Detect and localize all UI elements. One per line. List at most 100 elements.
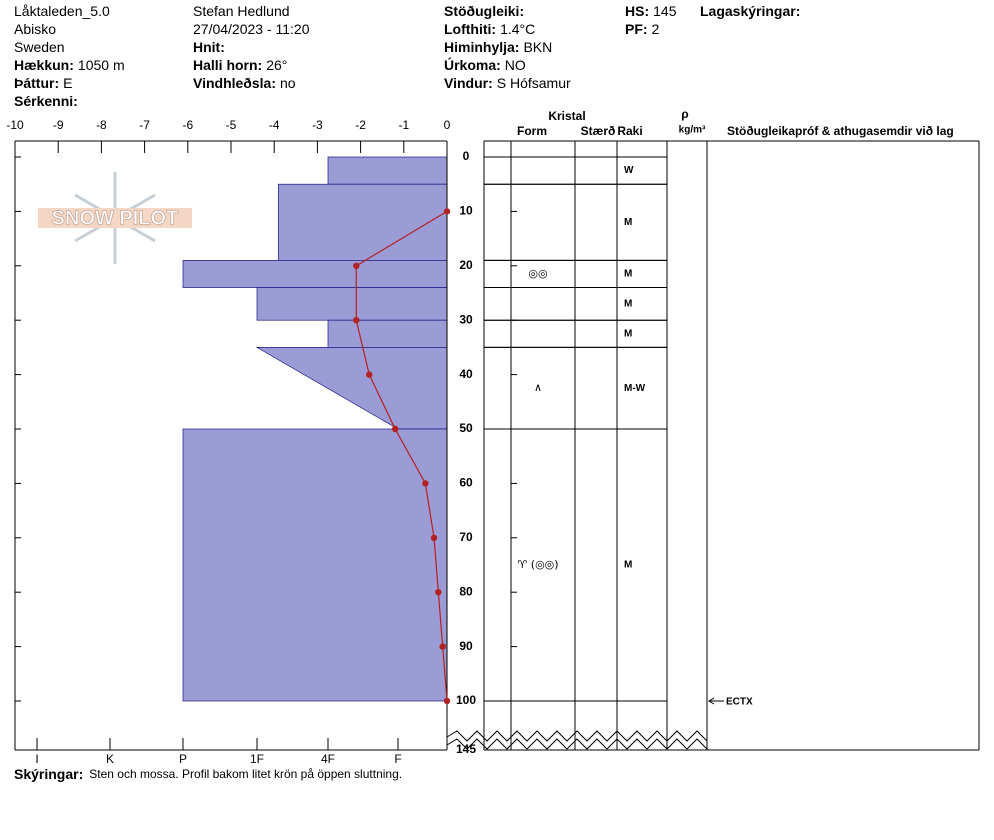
header-value: BKN <box>523 39 552 55</box>
header-field: Vindhleðsla: no <box>193 75 296 91</box>
logo-band <box>38 208 192 228</box>
header-label: Sérkenni: <box>14 93 78 109</box>
hardness-layer <box>182 428 448 702</box>
layer-form: ♈ (◎◎) <box>517 558 558 571</box>
temperature-point <box>366 371 373 378</box>
temperature-point <box>443 208 451 215</box>
y-tick-label: 30 <box>459 312 473 326</box>
header-field: Himinhylja: BKN <box>444 39 552 55</box>
y-tick-label: 10 <box>459 204 473 218</box>
header-label: Lofthiti: <box>444 21 496 37</box>
header-text: Låktaleden_5.0 <box>14 3 110 19</box>
layer-wetness: M <box>624 328 632 339</box>
logo-text: SNOW PILOT <box>52 207 179 229</box>
y-tick-label: 60 <box>459 476 473 490</box>
table-header: Stærð <box>581 124 616 138</box>
header-value: 26° <box>266 57 287 73</box>
header-field: Vindur: S Hófsamur <box>444 75 571 91</box>
header-field: Låktaleden_5.0 <box>14 3 110 19</box>
plot <box>182 156 448 702</box>
y-tick-label: 80 <box>459 584 473 598</box>
header-value: no <box>280 75 296 91</box>
header-value: 1.4°C <box>500 21 535 37</box>
temperature-point <box>443 697 451 705</box>
hardness-layer <box>327 319 448 348</box>
header-label: PF: <box>625 21 648 37</box>
table-header: Form <box>517 124 547 138</box>
header-label: Himinhylja: <box>444 39 519 55</box>
hardness-tick-label: 4F <box>321 752 335 766</box>
header-field: Abisko <box>14 21 56 37</box>
layer-wetness: M <box>624 269 632 280</box>
temperature-point <box>422 480 429 487</box>
header-field: PF: 2 <box>625 21 660 37</box>
header-field: Hækkun: 1050 m <box>14 57 125 73</box>
header-field: 27/04/2023 - 11:20 <box>193 21 310 37</box>
header-field: HS: 145 <box>625 3 677 19</box>
y-tick-label: 70 <box>459 530 473 544</box>
x-tick-label: 0 <box>444 118 451 132</box>
header-value: E <box>63 75 72 91</box>
y-tick-label: 20 <box>459 258 473 272</box>
temperature-point <box>353 317 360 324</box>
x-tick-label: -4 <box>269 118 280 132</box>
test-label: ECTX <box>726 697 753 708</box>
header-text: 27/04/2023 - 11:20 <box>193 21 310 37</box>
hardness-tick-label: K <box>106 752 114 766</box>
header-field: Halli horn: 26° <box>193 57 287 73</box>
header-label: Halli horn: <box>193 57 262 73</box>
layer-form: ◎◎ <box>528 267 547 280</box>
layer-wetness: M-W <box>624 383 646 394</box>
test-arrowhead <box>708 697 715 705</box>
layer-form: ∧ <box>534 381 542 394</box>
x-tick-label: -2 <box>355 118 366 132</box>
header-label: Úrkoma: <box>444 56 501 73</box>
header-field: Sweden <box>14 39 65 55</box>
x-tick-label: -3 <box>312 118 323 132</box>
hardness-layer <box>255 347 448 430</box>
layer-wetness: M <box>624 560 632 571</box>
hardness-tick-label: 1F <box>250 752 264 766</box>
header-label: Þáttur: <box>14 75 59 91</box>
header-value: 1050 m <box>78 57 125 73</box>
header-label: Hækkun: <box>14 57 74 73</box>
x-tick-label: -5 <box>226 118 237 132</box>
footer-text: Sten och mossa. Profil bakom litet krön … <box>89 767 402 781</box>
y-tick-label: 50 <box>459 421 473 435</box>
header-value: 2 <box>652 21 660 37</box>
y-tick-label: 100 <box>456 693 476 707</box>
header-field: Stefan Hedlund <box>193 3 290 19</box>
x-tick-label: -10 <box>6 118 24 132</box>
depth-break <box>446 730 708 742</box>
depth-break <box>446 738 708 750</box>
header-text: Stefan Hedlund <box>193 3 290 19</box>
hardness-layer <box>277 183 448 261</box>
temperature-point <box>353 262 360 269</box>
layer-wetness: M <box>624 217 632 228</box>
y-tick-label: 145 <box>456 742 476 756</box>
header-field: Þáttur: E <box>14 75 72 91</box>
x-tick-label: -8 <box>96 118 107 132</box>
x-tick-label: -9 <box>53 118 64 132</box>
y-tick-label: 40 <box>459 367 473 381</box>
header-label: Stöðugleiki: <box>444 3 524 19</box>
hardness-layer <box>182 260 448 288</box>
header-text: Abisko <box>14 21 56 37</box>
hardness-tick-label: I <box>35 752 38 766</box>
table-header: Raki <box>617 124 642 138</box>
header-label: Lagaskýringar: <box>700 3 800 19</box>
header-field: Úrkoma: NO <box>444 56 526 73</box>
layer-wetness: M <box>624 299 632 310</box>
x-tick-label: -6 <box>182 118 193 132</box>
y-tick-label: 90 <box>459 639 473 653</box>
header-field: Hnit: <box>193 39 225 55</box>
header-value: NO <box>505 57 526 73</box>
x-tick-label: -1 <box>398 118 409 132</box>
header-field: Stöðugleiki: <box>444 3 524 19</box>
header-label: HS: <box>625 3 649 19</box>
temperature-point <box>391 425 399 433</box>
temperature-line <box>355 210 448 702</box>
hardness-layer <box>256 287 448 321</box>
x-tick-label: -7 <box>139 118 150 132</box>
temperature-point <box>439 643 446 650</box>
